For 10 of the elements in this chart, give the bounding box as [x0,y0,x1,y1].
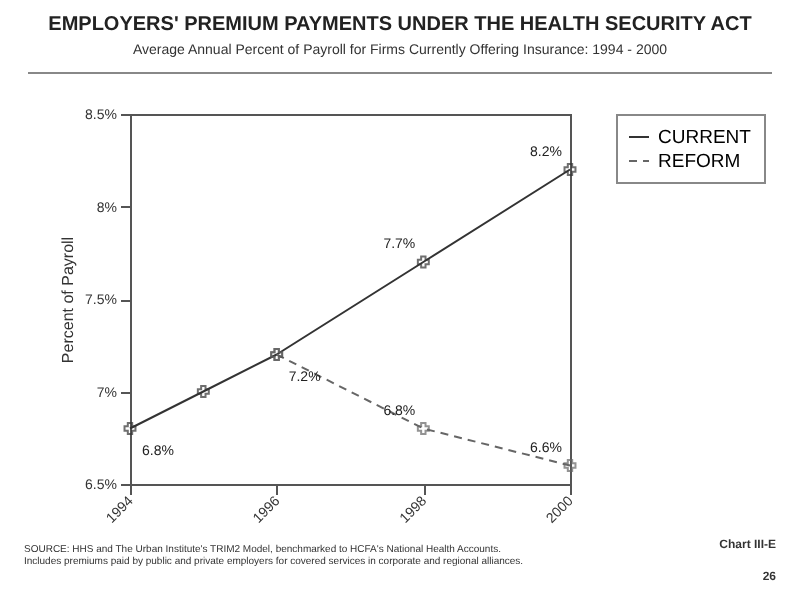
point [563,163,577,176]
chart-title: EMPLOYERS' PREMIUM PAYMENTS UNDER THE HEALTH SECURITY ACT [46,14,754,36]
point [196,385,210,398]
point [416,255,430,269]
point [416,422,430,435]
legend-label: REFORM [658,151,741,173]
y-axis-title: Percent of Payroll [59,236,78,364]
legend-label: CURRENT [658,127,752,149]
point [563,459,577,472]
point [123,422,137,435]
